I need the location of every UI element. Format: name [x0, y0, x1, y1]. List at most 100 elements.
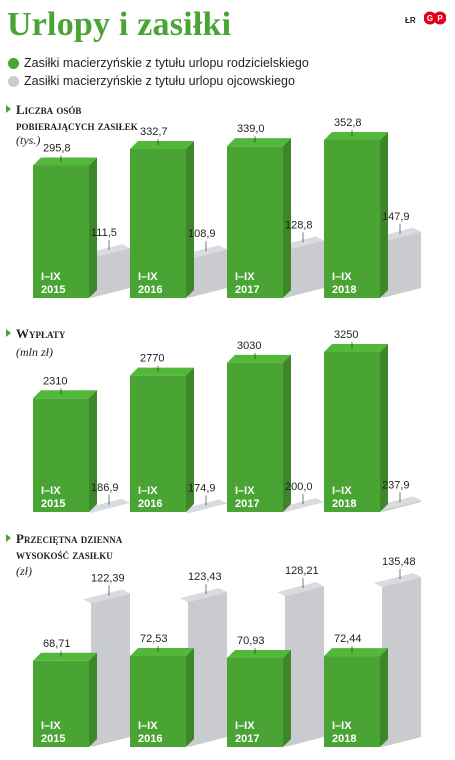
bar-parental — [130, 647, 194, 747]
category-label: I–IX — [138, 271, 158, 283]
svg-text:3250: 3250 — [334, 329, 358, 341]
data-label-paternal: 200,0 — [285, 481, 313, 505]
category-label: 2017 — [235, 498, 259, 510]
chart-title-line: pobierających zasiłek — [16, 118, 138, 133]
svg-text:352,8: 352,8 — [334, 117, 362, 129]
svg-text:108,9: 108,9 — [188, 228, 216, 240]
category-label: 2016 — [138, 733, 162, 745]
data-label-paternal: 237,9 — [382, 479, 410, 503]
legend-item-parental: Zasiłki macierzyńskie z tytułu urlopu ro… — [8, 56, 309, 70]
page-title: Urlopy i zasiłki — [7, 6, 232, 43]
bar-parental — [227, 649, 291, 747]
data-label-parental: 3250 — [334, 329, 358, 348]
bar-paternal — [180, 588, 227, 747]
svg-text:200,0: 200,0 — [285, 481, 313, 493]
category-label: I–IX — [41, 720, 61, 732]
category-label: I–IX — [235, 271, 255, 283]
data-label-paternal: 174,9 — [188, 482, 216, 506]
bar-parental — [227, 138, 291, 298]
bar-paternal — [374, 573, 421, 747]
data-label-parental: 339,0 — [237, 123, 265, 143]
svg-text:2770: 2770 — [140, 353, 164, 365]
svg-text:123,43: 123,43 — [188, 571, 222, 583]
category-label: I–IX — [332, 485, 352, 497]
data-label-parental: 2770 — [140, 353, 164, 372]
chart-payments: Wypłaty(mln zł)2310186,9I–IX20152770174,… — [6, 326, 421, 514]
svg-text:P: P — [437, 14, 443, 23]
category-label: 2015 — [41, 733, 65, 745]
category-label: 2016 — [138, 498, 162, 510]
bar-parental — [33, 652, 97, 747]
category-label: 2015 — [41, 498, 65, 510]
category-label: 2018 — [332, 284, 356, 296]
svg-text:72,44: 72,44 — [334, 633, 362, 645]
chart-title-line: Wypłaty — [16, 326, 66, 341]
category-label: I–IX — [235, 720, 255, 732]
chart-unit: (mln zł) — [16, 345, 53, 359]
data-label-paternal: 122,39 — [91, 572, 125, 596]
svg-text:237,9: 237,9 — [382, 479, 410, 491]
category-label: 2018 — [332, 498, 356, 510]
svg-text:135,48: 135,48 — [382, 556, 416, 568]
category-label: 2017 — [235, 733, 259, 745]
data-label-paternal: 128,8 — [285, 219, 313, 243]
bar-parental — [324, 132, 388, 298]
legend-swatch-grey — [8, 75, 19, 87]
bar-parental — [33, 157, 97, 298]
bar-parental — [130, 141, 194, 298]
legend-label: Zasiłki macierzyńskie z tytułu urlopu ro… — [24, 56, 309, 70]
section-marker-icon — [6, 329, 11, 337]
data-label-paternal: 111,5 — [91, 227, 117, 251]
bar-paternal — [83, 589, 130, 747]
data-label-parental: 72,53 — [140, 633, 168, 652]
logo-text: G — [427, 14, 433, 23]
bar-parental — [324, 344, 388, 512]
author-credit: ŁR — [405, 16, 416, 25]
svg-text:72,53: 72,53 — [140, 633, 168, 645]
section-marker-icon — [6, 534, 11, 542]
category-label: 2015 — [41, 284, 65, 296]
data-label-paternal: 186,9 — [91, 482, 119, 505]
category-label: I–IX — [138, 720, 158, 732]
svg-text:186,9: 186,9 — [91, 482, 119, 494]
bar-parental — [33, 390, 97, 512]
data-label-paternal: 135,48 — [382, 556, 416, 579]
svg-text:68,71: 68,71 — [43, 638, 71, 650]
svg-text:332,7: 332,7 — [140, 126, 168, 138]
bar-parental — [227, 354, 291, 512]
svg-text:128,21: 128,21 — [285, 565, 319, 577]
publisher-logo-icon: G P — [424, 11, 446, 25]
legend-swatch-green — [8, 57, 19, 69]
data-label-paternal: 128,21 — [285, 565, 319, 589]
category-label: I–IX — [332, 720, 352, 732]
chart-unit: (tys.) — [16, 133, 40, 147]
data-label-parental: 3030 — [237, 340, 261, 359]
chart-title-line: Przeciętna dzienna — [16, 531, 123, 546]
data-label-parental: 332,7 — [140, 126, 168, 146]
bar-paternal — [180, 499, 227, 514]
svg-text:295,8: 295,8 — [43, 143, 71, 155]
bar-paternal — [83, 498, 130, 513]
svg-text:2310: 2310 — [43, 375, 67, 387]
data-label-paternal: 108,9 — [188, 228, 216, 252]
category-label: I–IX — [41, 271, 61, 283]
svg-text:111,5: 111,5 — [91, 227, 117, 239]
svg-text:174,9: 174,9 — [188, 482, 216, 494]
data-label-parental: 72,44 — [334, 633, 362, 653]
category-label: 2016 — [138, 284, 162, 296]
bar-parental — [324, 648, 388, 747]
bar-parental — [130, 367, 194, 512]
chart-unit: (zł) — [16, 564, 32, 578]
data-label-parental: 295,8 — [43, 143, 71, 162]
category-label: 2017 — [235, 284, 259, 296]
svg-text:70,93: 70,93 — [237, 635, 265, 647]
data-label-parental: 70,93 — [237, 635, 265, 654]
data-label-paternal: 147,9 — [382, 211, 410, 234]
svg-text:122,39: 122,39 — [91, 572, 125, 584]
legend-label: Zasiłki macierzyńskie z tytułu urlopu oj… — [24, 74, 295, 88]
svg-text:147,9: 147,9 — [382, 211, 410, 223]
svg-text:339,0: 339,0 — [237, 123, 265, 135]
category-label: I–IX — [41, 485, 61, 497]
